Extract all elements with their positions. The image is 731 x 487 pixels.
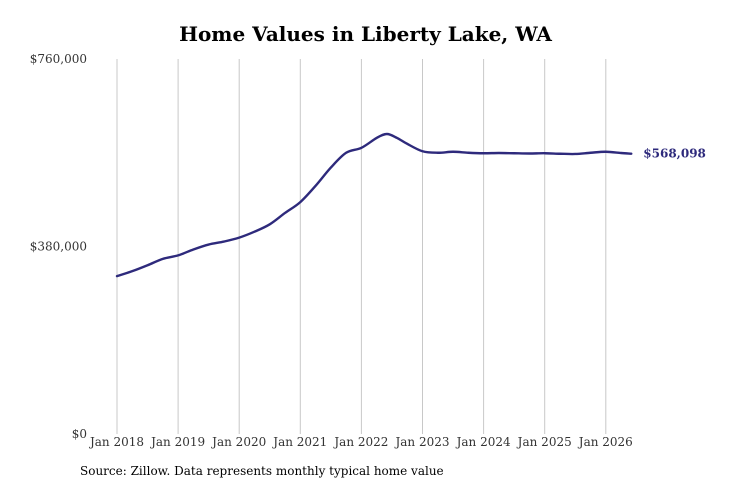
x-tick-label: Jan 2026	[577, 435, 633, 449]
x-tick-label: Jan 2019	[149, 435, 205, 449]
x-tick-label: Jan 2024	[455, 435, 511, 449]
x-tick-label: Jan 2018	[88, 435, 144, 449]
x-axis-ticks: Jan 2018 Jan 2019 Jan 2020 Jan 2021 Jan 2022…	[88, 435, 633, 449]
home-value-line	[115, 132, 633, 278]
y-axis-ticks: $0 $380,000 $760,000	[30, 52, 87, 441]
x-tick-label: Jan 2022	[332, 435, 388, 449]
end-value-label: $568,098	[643, 147, 706, 161]
source-note: Source: Zillow. Data represents monthly …	[80, 464, 444, 478]
x-tick-label: Jan 2025	[516, 435, 572, 449]
x-tick-label: Jan 2021	[271, 435, 327, 449]
chart-title: Home Values in Liberty Lake, WA	[179, 22, 552, 46]
x-tick-label: Jan 2020	[210, 435, 266, 449]
y-tick-label: $0	[72, 427, 87, 441]
grid-lines	[116, 59, 607, 434]
y-tick-label: $380,000	[30, 240, 87, 254]
y-tick-label: $760,000	[30, 52, 87, 66]
x-tick-label: Jan 2023	[393, 435, 449, 449]
